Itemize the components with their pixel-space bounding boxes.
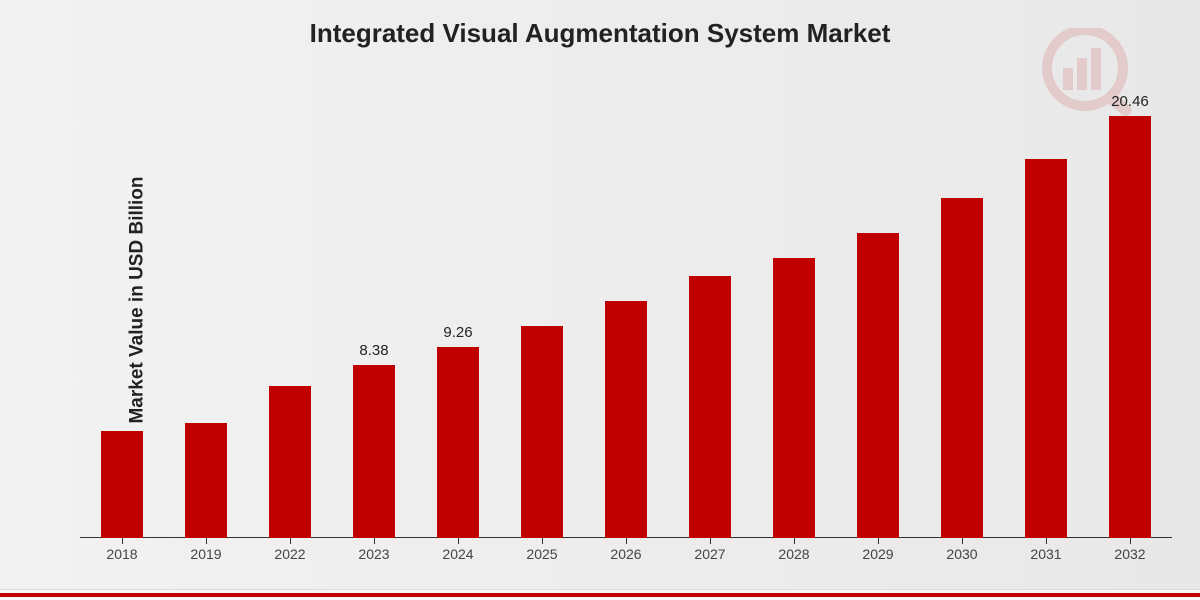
- bar: 9.26: [437, 324, 479, 538]
- bar: [1025, 159, 1067, 538]
- bar-rect: [605, 301, 647, 538]
- bar-value-label: 8.38: [359, 342, 388, 359]
- bar-rect: [1109, 116, 1151, 538]
- bar: 20.46: [1109, 93, 1151, 538]
- x-tick: [542, 538, 543, 544]
- bar-rect: [857, 233, 899, 538]
- bar: [269, 386, 311, 538]
- x-tick-label: 2025: [500, 546, 584, 562]
- x-tick-label: 2024: [416, 546, 500, 562]
- x-tick-label: 2032: [1088, 546, 1172, 562]
- x-tick: [794, 538, 795, 544]
- x-tick-label: 2022: [248, 546, 332, 562]
- bar: [605, 301, 647, 538]
- bar: 8.38: [353, 342, 395, 538]
- x-tick-label: 2026: [584, 546, 668, 562]
- x-tick-label: 2027: [668, 546, 752, 562]
- bar: [941, 198, 983, 538]
- plot-area: 2018201920228.3820239.262024202520262027…: [80, 95, 1172, 538]
- bar-rect: [1025, 159, 1067, 538]
- x-tick-label: 2023: [332, 546, 416, 562]
- x-tick-label: 2030: [920, 546, 1004, 562]
- footer-band: [0, 590, 1200, 600]
- bar: [857, 233, 899, 538]
- bar-rect: [353, 365, 395, 538]
- bar-rect: [941, 198, 983, 538]
- x-tick: [878, 538, 879, 544]
- x-tick-label: 2031: [1004, 546, 1088, 562]
- x-tick-label: 2028: [752, 546, 836, 562]
- x-tick: [1130, 538, 1131, 544]
- bar-rect: [101, 431, 143, 538]
- bar-rect: [521, 326, 563, 538]
- bar-rect: [689, 276, 731, 538]
- x-tick: [710, 538, 711, 544]
- bar-rect: [269, 386, 311, 538]
- bar-rect: [773, 258, 815, 538]
- x-tick: [122, 538, 123, 544]
- x-tick-label: 2018: [80, 546, 164, 562]
- x-tick-label: 2029: [836, 546, 920, 562]
- bar: [185, 423, 227, 538]
- x-tick-label: 2019: [164, 546, 248, 562]
- x-tick: [626, 538, 627, 544]
- bar: [689, 276, 731, 538]
- x-tick: [1046, 538, 1047, 544]
- bar: [101, 431, 143, 538]
- x-tick: [374, 538, 375, 544]
- bar-rect: [437, 347, 479, 538]
- x-tick: [458, 538, 459, 544]
- bar-rect: [185, 423, 227, 538]
- bar-value-label: 9.26: [443, 324, 472, 341]
- x-tick: [290, 538, 291, 544]
- chart-title: Integrated Visual Augmentation System Ma…: [0, 18, 1200, 49]
- chart-canvas: Integrated Visual Augmentation System Ma…: [0, 0, 1200, 600]
- bar: [773, 258, 815, 538]
- bar: [521, 326, 563, 538]
- bar-value-label: 20.46: [1111, 93, 1149, 110]
- x-tick: [206, 538, 207, 544]
- x-tick: [962, 538, 963, 544]
